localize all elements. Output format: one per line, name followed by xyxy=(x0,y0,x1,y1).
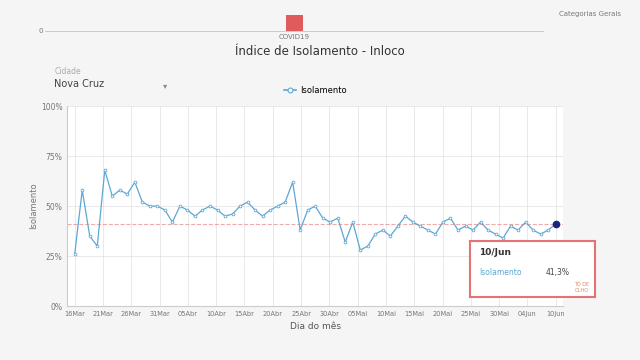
Text: Categorias Gerais: Categorias Gerais xyxy=(559,11,621,17)
Text: Cidade: Cidade xyxy=(54,67,81,76)
Text: Índice de Isolamento - Inloco: Índice de Isolamento - Inloco xyxy=(235,45,405,58)
Text: ▾: ▾ xyxy=(163,81,168,90)
Text: TÔ DE
OLHO: TÔ DE OLHO xyxy=(574,282,589,293)
Text: 10/Jun: 10/Jun xyxy=(479,248,511,257)
Text: TÔ DE
OLHO: TÔ DE OLHO xyxy=(598,13,618,23)
Legend: Isolamento: Isolamento xyxy=(284,86,347,95)
Bar xyxy=(285,15,303,31)
Text: Nova Cruz: Nova Cruz xyxy=(54,79,104,89)
Text: 41,3%: 41,3% xyxy=(545,268,570,277)
Text: Isolamento: Isolamento xyxy=(479,268,522,277)
X-axis label: Dia do mês: Dia do mês xyxy=(290,323,340,332)
Y-axis label: Isolamento: Isolamento xyxy=(29,183,38,229)
